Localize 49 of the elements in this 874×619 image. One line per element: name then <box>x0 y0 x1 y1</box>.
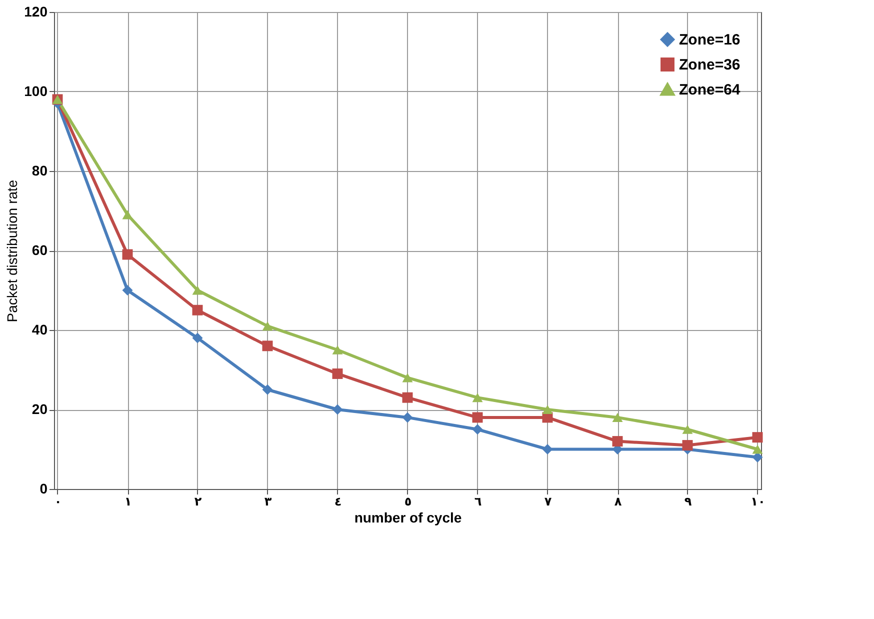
point <box>752 432 763 443</box>
y-tick-label: 100 <box>24 83 48 99</box>
point <box>192 286 203 295</box>
point <box>122 249 133 260</box>
x-tick-label: ٥ <box>404 494 412 508</box>
point <box>402 412 413 423</box>
point <box>682 424 693 434</box>
point <box>122 285 133 296</box>
point <box>332 404 343 415</box>
point <box>542 444 553 454</box>
point <box>262 340 273 352</box>
point <box>262 321 273 331</box>
y-tick-label: 60 <box>32 242 48 258</box>
y-tick-label: 40 <box>32 322 48 338</box>
point <box>192 332 203 344</box>
x-tick-label: ٠ <box>54 494 62 508</box>
point <box>542 404 553 414</box>
point <box>612 436 623 447</box>
point <box>682 440 693 451</box>
point <box>752 444 763 454</box>
legend-label: Zone=36 <box>679 56 740 74</box>
x-tick-label: ٤ <box>334 494 342 508</box>
x-tick-label: ٢ <box>194 494 202 508</box>
y-tick-label: 0 <box>40 480 48 496</box>
point <box>612 412 623 422</box>
x-tick-label: ٣ <box>264 494 272 508</box>
x-tick-label: ١٠ <box>750 494 766 508</box>
point <box>262 384 273 395</box>
point <box>472 424 483 435</box>
y-tick-label: 20 <box>32 401 48 417</box>
point <box>402 373 413 382</box>
point <box>472 393 483 402</box>
point <box>472 412 483 423</box>
legend-label: Zone=64 <box>679 82 741 98</box>
point <box>402 392 413 403</box>
point <box>332 345 343 354</box>
point <box>332 368 343 379</box>
x-tick-label: ٩ <box>684 494 692 508</box>
point <box>122 210 133 220</box>
y-tick-label: 120 <box>24 4 48 20</box>
legend-label: Zone=16 <box>679 32 740 48</box>
y-tick-label: 80 <box>32 162 48 178</box>
point <box>192 304 203 316</box>
x-tick-label: ٦ <box>474 494 482 508</box>
x-axis-title: number of cycle <box>354 510 462 526</box>
x-tick-label: ٨ <box>614 494 622 508</box>
x-tick-label: ١ <box>124 494 132 508</box>
y-axis-title: Packet distribution rate <box>4 180 20 322</box>
x-tick-label: ٧ <box>544 494 552 508</box>
